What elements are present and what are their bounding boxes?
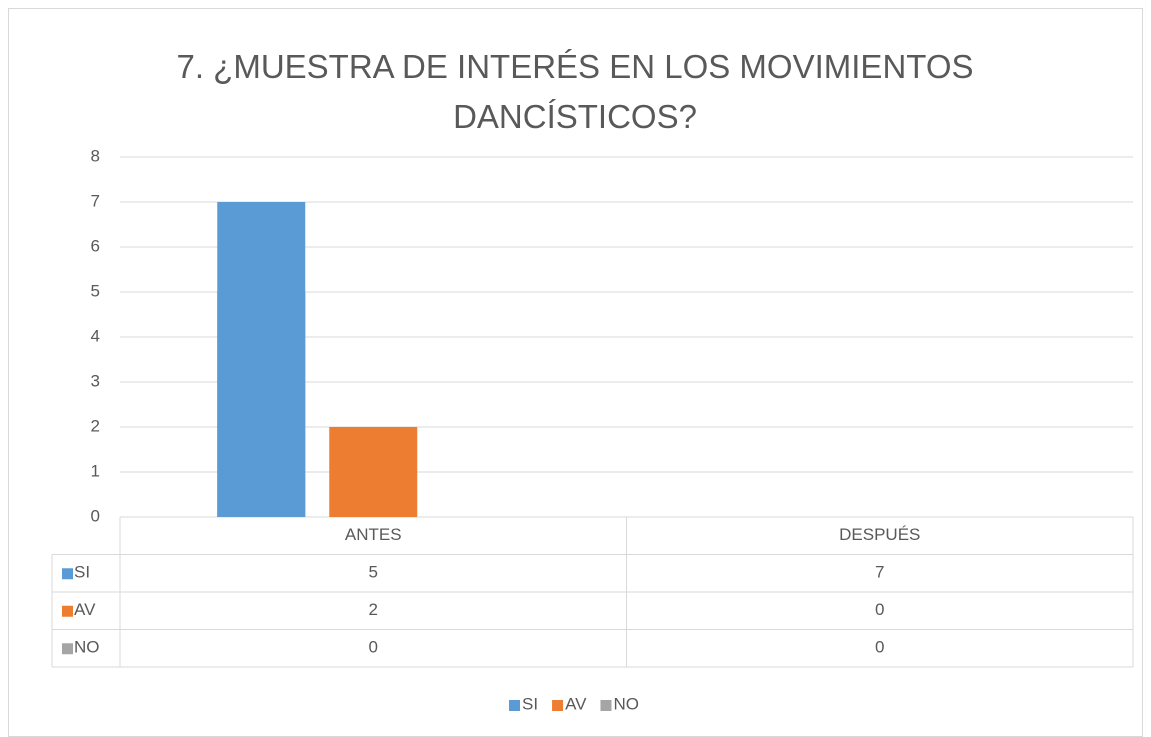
table-legend-key xyxy=(62,568,73,580)
x-tick-label: ANTES xyxy=(345,525,402,544)
y-tick-label: 0 xyxy=(91,506,100,525)
table-legend-key xyxy=(62,643,73,655)
y-tick-label: 4 xyxy=(91,326,100,345)
table-value: 0 xyxy=(369,638,378,657)
legend-key xyxy=(552,700,564,711)
y-tick-label: 3 xyxy=(91,371,100,390)
bar xyxy=(217,202,306,517)
table-value: 5 xyxy=(369,563,378,582)
y-tick-label: 1 xyxy=(91,461,100,480)
legend-label: SI xyxy=(522,694,538,713)
legend-key xyxy=(509,700,520,711)
table-value: 7 xyxy=(875,563,884,582)
legend-label: NO xyxy=(613,694,639,713)
y-tick-label: 2 xyxy=(91,416,100,435)
y-tick-label: 8 xyxy=(91,146,100,165)
table-value: 0 xyxy=(875,638,884,657)
x-tick-label: DESPUÉS xyxy=(839,525,920,544)
legend-key xyxy=(600,700,612,711)
y-tick-label: 6 xyxy=(91,236,100,255)
legend-label: AV xyxy=(565,694,587,713)
y-tick-label: 7 xyxy=(91,191,100,210)
table-value: 0 xyxy=(875,600,884,619)
table-series-name: SI xyxy=(74,563,90,582)
y-tick-label: 5 xyxy=(91,281,100,300)
table-series-name: AV xyxy=(74,600,96,619)
chart-title: 7. ¿MUESTRA DE INTERÉS EN LOS MOVIMIENTO… xyxy=(176,48,974,135)
chart-border xyxy=(8,8,1143,737)
bar xyxy=(329,427,418,517)
table-legend-key xyxy=(62,605,73,617)
table-series-name: NO xyxy=(74,638,100,657)
table-value: 2 xyxy=(369,600,378,619)
